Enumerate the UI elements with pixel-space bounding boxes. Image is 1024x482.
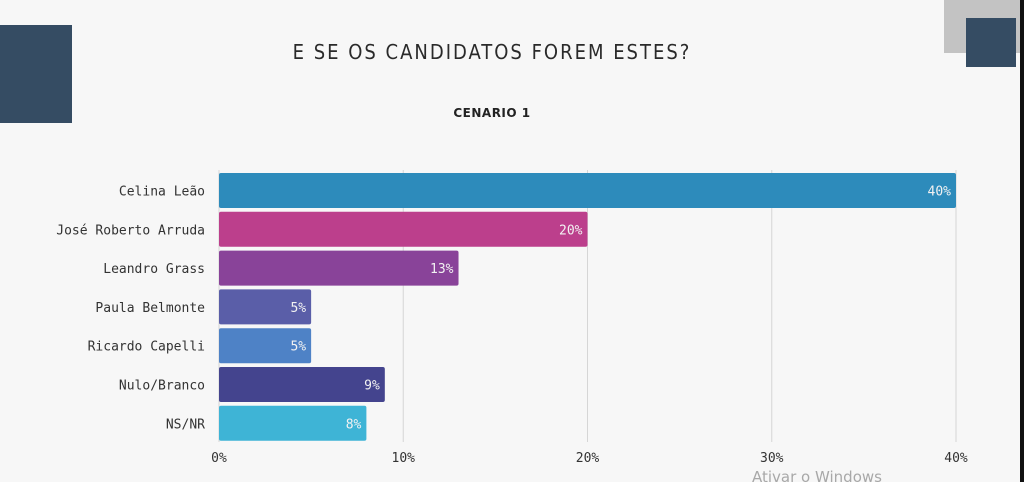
category-label-5: Nulo/Branco bbox=[119, 379, 205, 394]
x-tick-label-0: 0% bbox=[211, 451, 227, 466]
value-label-3: 5% bbox=[290, 301, 306, 316]
category-label-2: Leandro Grass bbox=[103, 262, 205, 277]
bar-1 bbox=[219, 211, 588, 247]
bar-3 bbox=[219, 289, 312, 325]
bar-4 bbox=[219, 328, 312, 364]
category-label-6: NS/NR bbox=[166, 417, 205, 432]
bar-6 bbox=[219, 405, 367, 441]
category-label-4: Ricardo Capelli bbox=[88, 340, 205, 355]
value-label-0: 40% bbox=[928, 185, 952, 200]
value-label-2: 13% bbox=[430, 262, 454, 277]
x-tick-label-1: 10% bbox=[392, 451, 416, 466]
category-label-1: José Roberto Arruda bbox=[56, 223, 205, 238]
x-tick-label-2: 20% bbox=[576, 451, 600, 466]
x-tick-label-3: 30% bbox=[760, 451, 784, 466]
bar-5 bbox=[219, 367, 385, 402]
bar-0 bbox=[219, 173, 956, 208]
value-label-5: 9% bbox=[364, 379, 380, 394]
category-label-3: Paula Belmonte bbox=[95, 301, 205, 316]
decorative-navy-square-left bbox=[0, 25, 72, 123]
slide-title: E SE OS CANDIDATOS FOREM ESTES? bbox=[292, 40, 692, 64]
value-label-4: 5% bbox=[290, 340, 306, 355]
value-label-6: 8% bbox=[346, 417, 362, 432]
category-label-0: Celina Leão bbox=[119, 185, 205, 200]
value-label-1: 20% bbox=[559, 223, 583, 238]
x-tick-label-4: 40% bbox=[944, 451, 968, 466]
chart-title: CENARIO 1 bbox=[453, 106, 531, 120]
activation-watermark: Ativar o Windows bbox=[752, 468, 882, 482]
bar-2 bbox=[219, 250, 459, 286]
decorative-navy-square-right bbox=[966, 18, 1016, 67]
